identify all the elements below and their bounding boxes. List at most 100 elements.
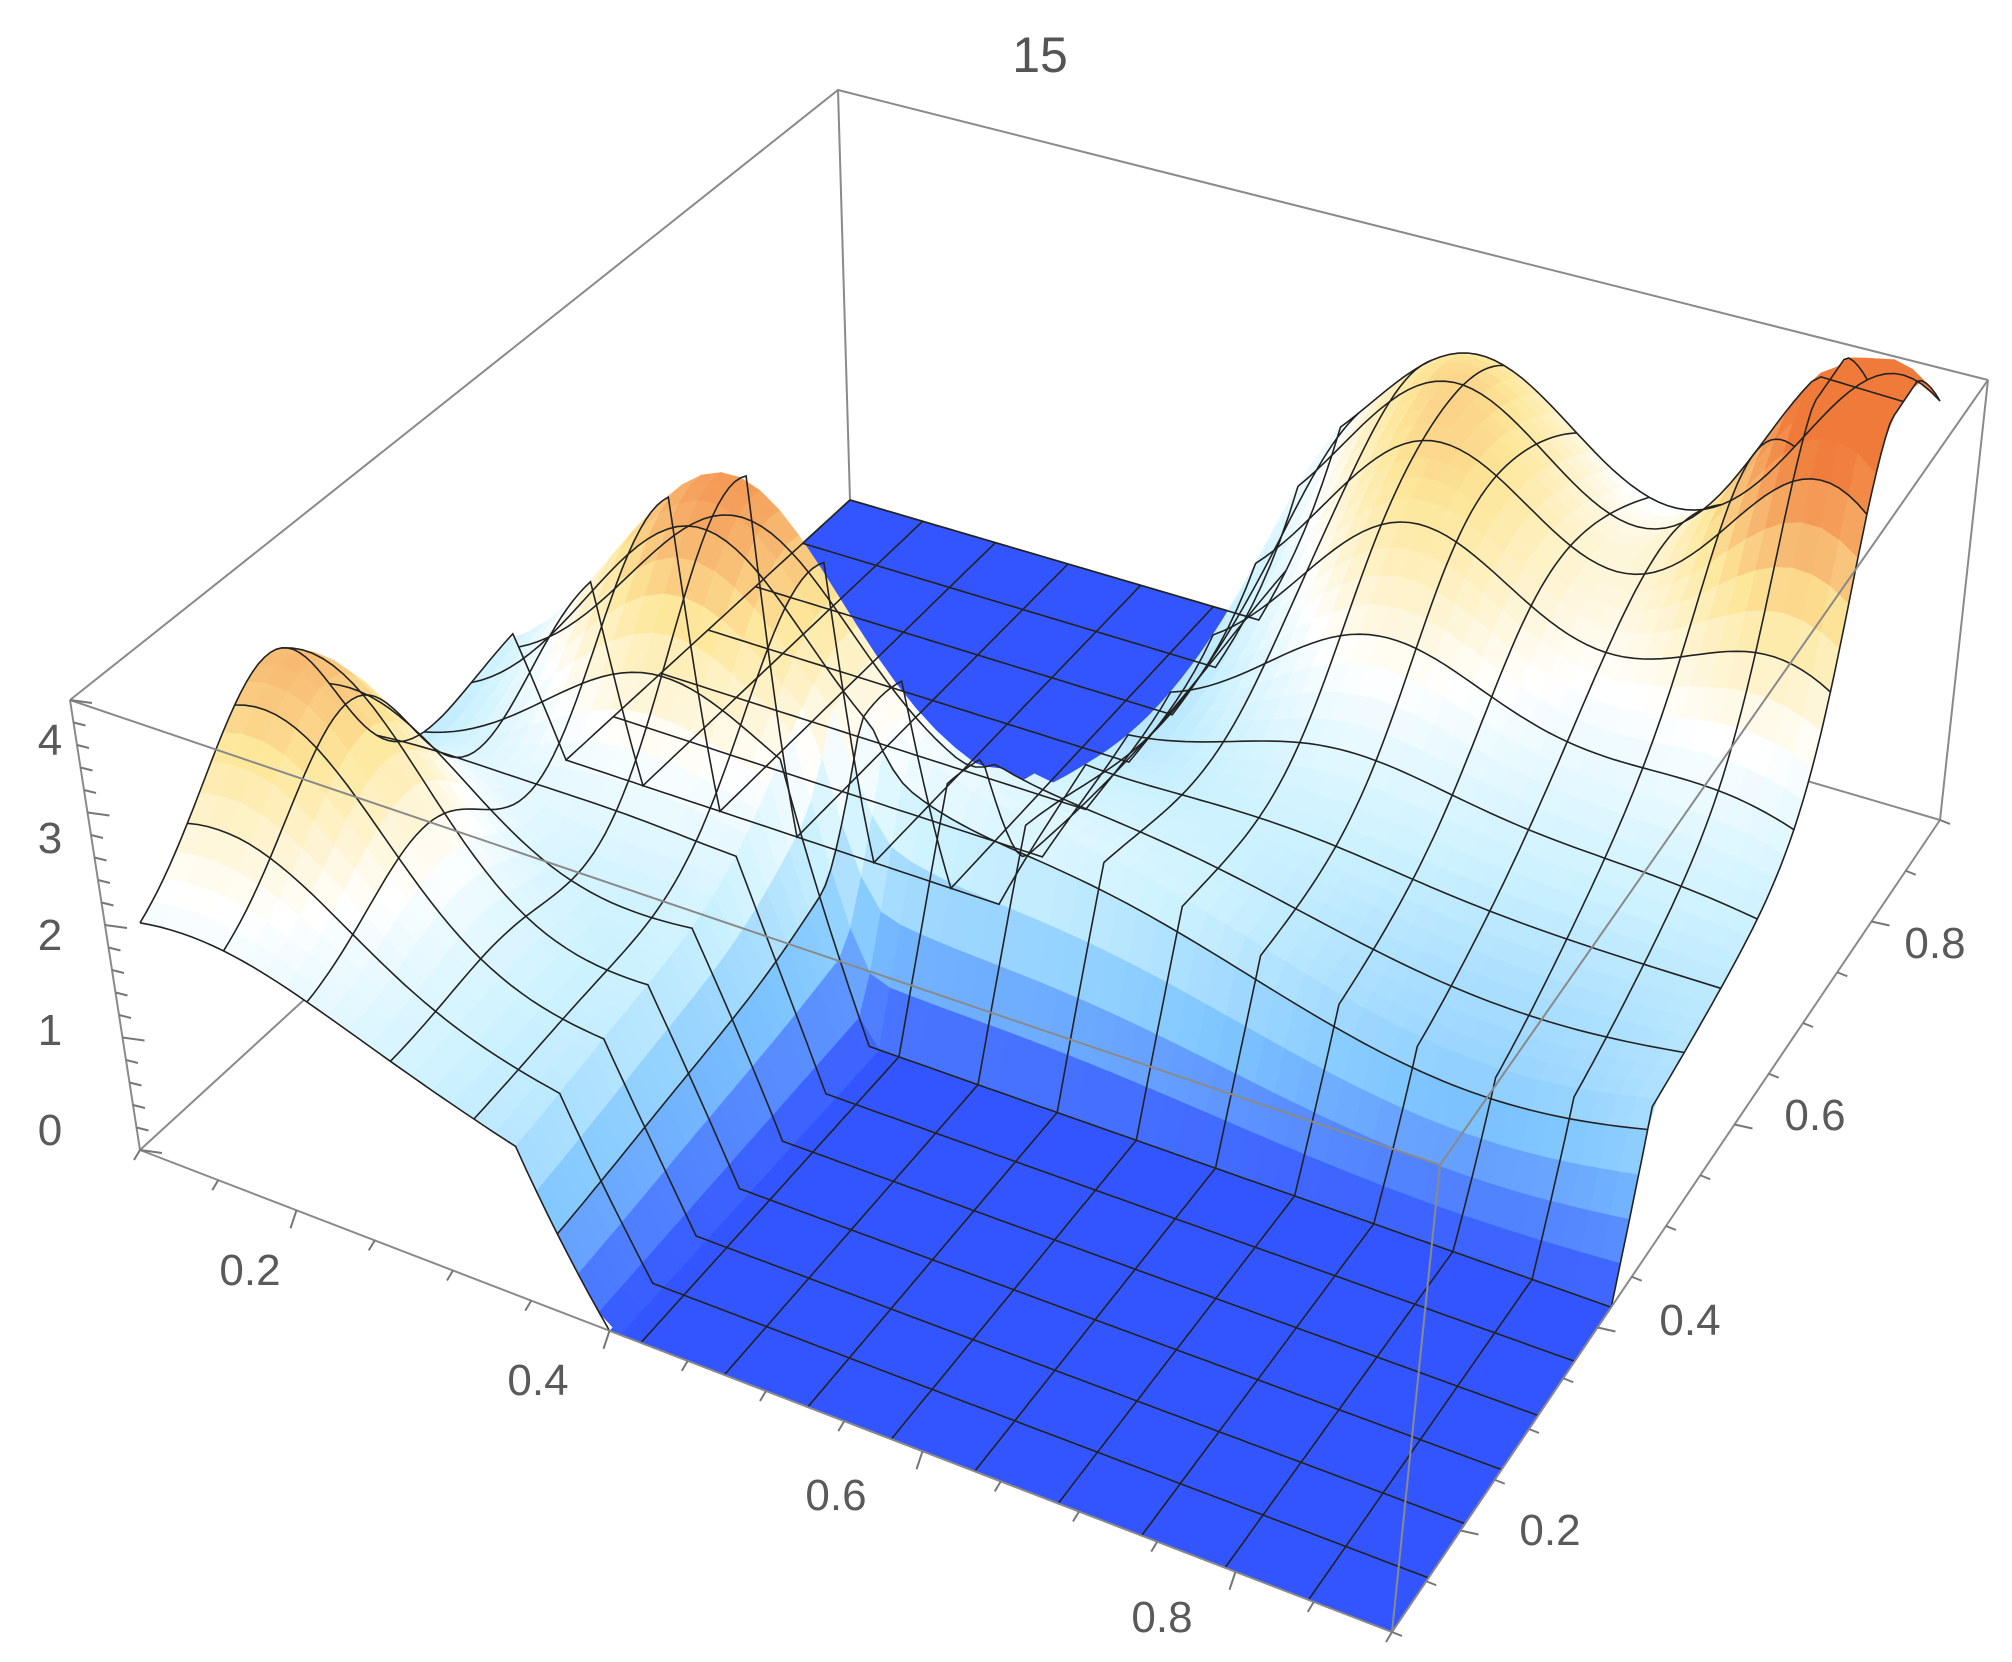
mesh-line-y-4: [329, 682, 1539, 1417]
z-tick-mark: [73, 721, 86, 727]
mesh-line-y-1: [187, 822, 1429, 1579]
mesh-line-y-6: [423, 671, 1612, 1308]
y-tick-label-1: 0.4: [1659, 1296, 1720, 1345]
flat-region-0: [609, 1046, 1612, 1632]
mesh-line-x-0: [139, 499, 851, 924]
y-tick-mark: [1494, 1478, 1506, 1485]
mesh-line-x-1: [222, 520, 924, 952]
z-tick-mark: [76, 744, 90, 749]
y-tick-mark: [1528, 1428, 1540, 1434]
x-tick-mark: [1228, 1571, 1237, 1591]
mesh-line-y-7: [471, 525, 1648, 1131]
x-tick-label-0: 0.2: [219, 1246, 280, 1295]
mesh-line-y-2: [234, 704, 1466, 1525]
x-tick-mark: [446, 1269, 454, 1282]
z-tick-mark: [132, 1104, 146, 1109]
mesh-line-y-3: [281, 647, 1502, 1471]
y-tick-mark: [1699, 1174, 1711, 1181]
x-tick-mark: [915, 1450, 924, 1470]
x-tick-mark: [993, 1480, 1002, 1492]
mesh-line-y-11: [660, 633, 1795, 831]
z-tick-mark: [90, 834, 104, 839]
x-tick-label-2: 0.6: [805, 1471, 866, 1520]
mesh-line-y-15: [849, 352, 1941, 621]
z-tick-mark: [80, 766, 93, 772]
y-tick-mark: [1460, 1529, 1479, 1536]
box-front-vertical: [1391, 1164, 1441, 1633]
y-tick-mark: [1562, 1377, 1574, 1384]
mesh-line-x-8: [807, 359, 1432, 1408]
z-tick-mark: [129, 1081, 142, 1087]
surface-mesh: [139, 352, 1941, 1633]
mesh-line-y-9: [565, 759, 1722, 990]
z-tick-mark: [118, 1014, 132, 1019]
box-back-vertical: [837, 89, 851, 501]
x-tick-mark: [1150, 1541, 1159, 1553]
surface-patch: [598, 1299, 632, 1336]
x-tick-mark: [602, 1330, 611, 1350]
z-tick-mark: [136, 1126, 149, 1132]
z-tick-label-3: 3: [38, 814, 62, 863]
y-tick-mark: [1871, 920, 1890, 927]
y-tick-mark: [1391, 1631, 1403, 1637]
axis-ticks: [69, 699, 1951, 1643]
y-tick-mark: [1425, 1580, 1437, 1587]
y-tick-mark: [1905, 869, 1917, 876]
mesh-line-x-9: [890, 364, 1505, 1440]
box-right-vertical: [1939, 379, 1989, 821]
y-tick-mark: [1939, 819, 1951, 825]
x-tick-label-1: 0.4: [507, 1356, 568, 1405]
mesh-line-x-12: [1140, 503, 1723, 1537]
mesh-line-y-14: [802, 375, 1904, 669]
z-tick-mark: [108, 946, 121, 952]
z-tick-label-2: 2: [38, 911, 62, 960]
mesh-line-y-5: [376, 734, 1575, 1363]
x-tick-mark: [289, 1209, 298, 1229]
y-tick-mark: [1597, 1326, 1616, 1333]
z-tick-mark: [122, 1036, 145, 1042]
x-tick-mark: [1072, 1510, 1080, 1523]
mesh-line-x-3: [389, 474, 1069, 1062]
x-tick-mark: [1306, 1601, 1315, 1613]
z-tick-mark: [83, 789, 97, 794]
z-tick-label-1: 1: [38, 1006, 62, 1055]
mesh-line-x-2: [306, 495, 996, 1003]
x-tick-label-3: 0.8: [1131, 1593, 1192, 1642]
y-tick-mark: [1631, 1275, 1643, 1282]
x-tick-mark: [133, 1149, 141, 1161]
z-tick-mark: [125, 1059, 139, 1064]
y-tick-mark: [1802, 1022, 1814, 1028]
mesh-line-x-4: [473, 561, 1142, 1120]
z-tick-label-4: 4: [38, 716, 62, 765]
x-axis-tick-labels: 0.2 0.4 0.6 0.8: [219, 1246, 1192, 1642]
y-tick-mark: [1665, 1225, 1677, 1231]
y-tick-label-3: 0.8: [1904, 919, 1965, 968]
y-axis-tick-labels: 0.2 0.4 0.6 0.8: [1519, 919, 1965, 1555]
z-tick-mark: [101, 901, 114, 907]
z-tick-mark: [111, 969, 125, 974]
mesh-line-y-8: [518, 514, 1685, 1054]
x-tick-mark: [367, 1239, 376, 1251]
mesh-line-y-10: [613, 715, 1758, 920]
y-tick-label-2: 0.6: [1784, 1091, 1845, 1140]
z-axis-tick-labels: 0 1 2 3 4: [38, 716, 62, 1155]
mesh-line-x-5: [556, 606, 1214, 1235]
mesh-line-x-14: [1307, 357, 1868, 1601]
z-tick-mark: [69, 699, 93, 704]
z-tick-mark: [94, 856, 107, 862]
y-tick-label-0: 0.2: [1519, 1506, 1580, 1555]
mesh-line-x-13: [1224, 438, 1796, 1569]
mesh-line-x-11: [1057, 496, 1650, 1504]
y-tick-mark: [1734, 1123, 1753, 1130]
mesh-line-y-13: [755, 439, 1868, 716]
mesh-line-x-7: [723, 412, 1360, 1376]
chart-title: 15: [1012, 27, 1068, 83]
x-tick-mark: [211, 1179, 220, 1191]
x-tick-mark: [1385, 1631, 1393, 1643]
x-tick-mark: [524, 1300, 533, 1312]
z-tick-label-0: 0: [38, 1106, 62, 1155]
z-tick-mark: [97, 879, 111, 884]
y-tick-mark: [1836, 971, 1848, 978]
x-tick-mark: [680, 1360, 689, 1372]
